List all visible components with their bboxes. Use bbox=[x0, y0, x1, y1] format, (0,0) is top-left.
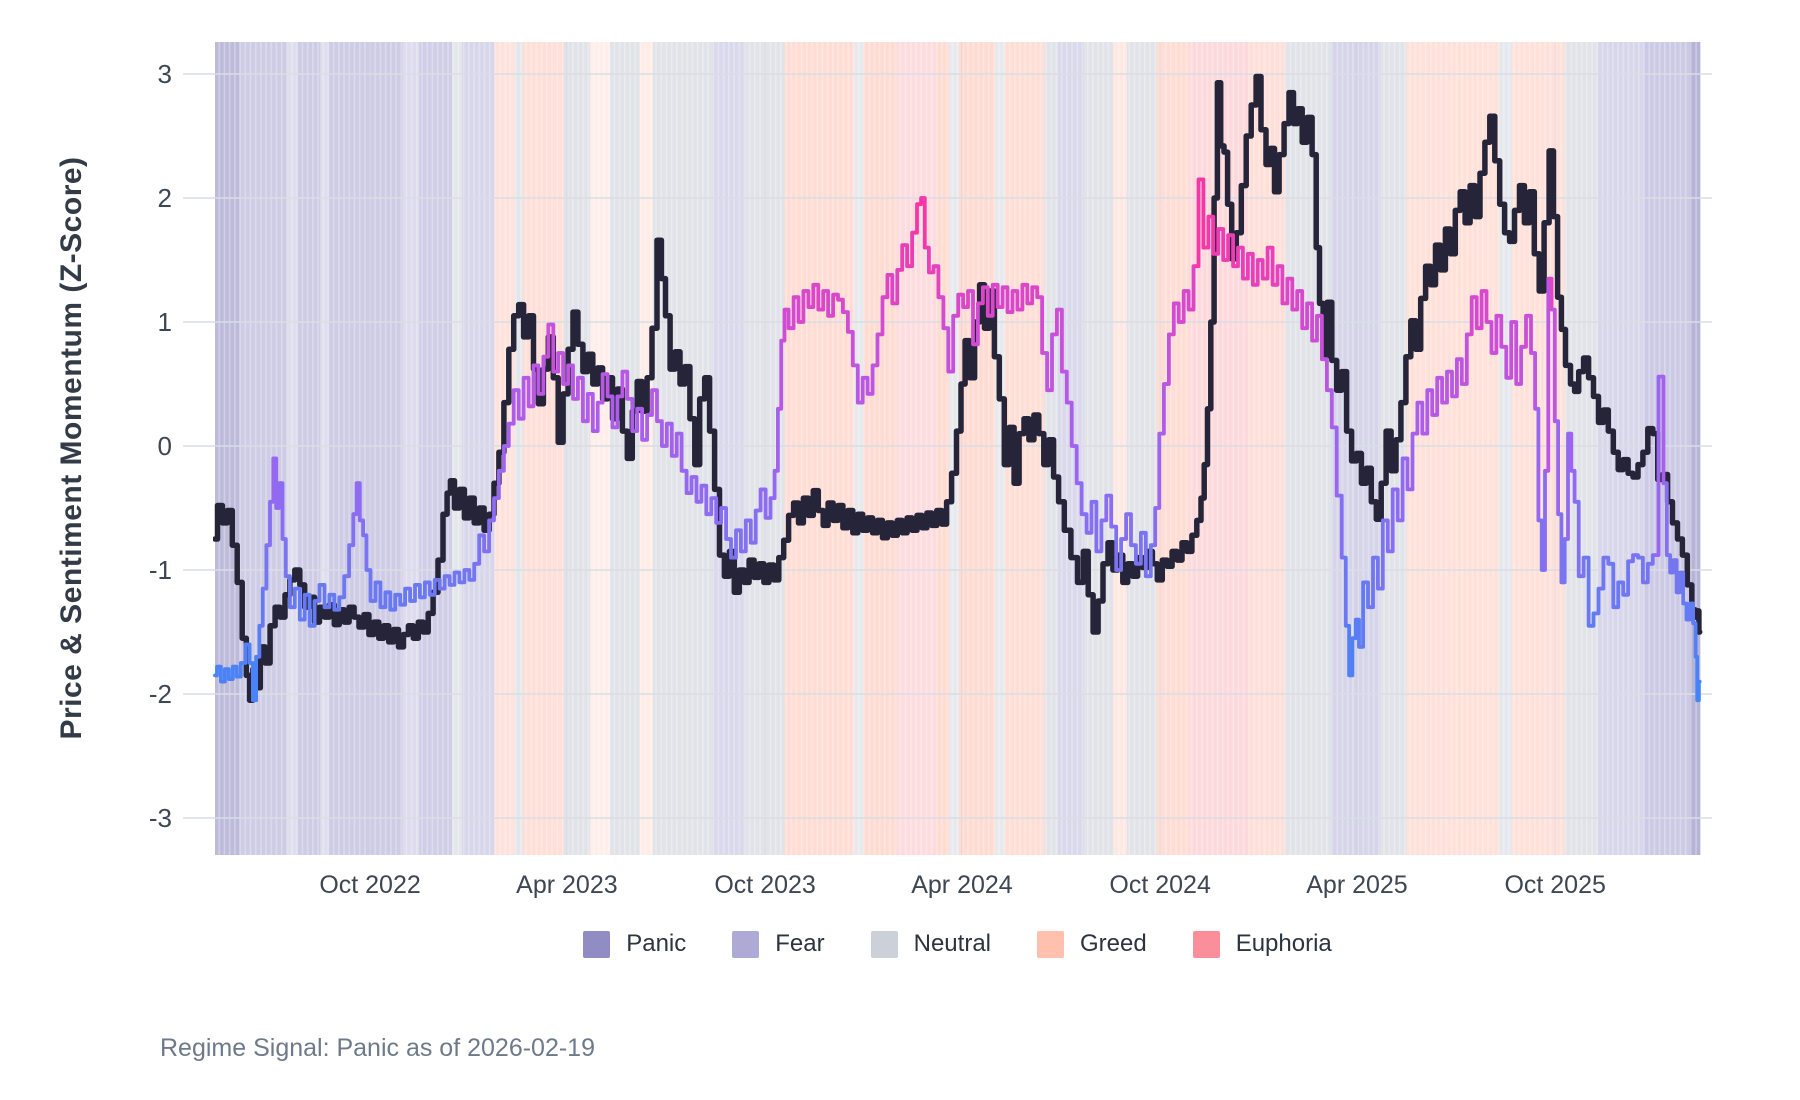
sentiment-momentum-line bbox=[213, 177, 1702, 703]
legend-item-fear[interactable]: Fear bbox=[732, 930, 825, 958]
axis-labels-layer: Oct 2022 Apr 2023 Oct 2023 Apr 2024 Oct 2024… bbox=[149, 59, 1606, 899]
legend-swatch-panic bbox=[583, 930, 611, 958]
legend-item-greed[interactable]: Greed bbox=[1037, 930, 1147, 958]
legend-label: Panic bbox=[626, 930, 687, 957]
legend-label: Euphoria bbox=[1235, 930, 1332, 957]
x-tick-label: Oct 2025 bbox=[1504, 871, 1605, 899]
regime-signal-footer: Regime Signal: Panic as of 2026-02-19 bbox=[160, 1034, 595, 1062]
x-tick-label: Oct 2023 bbox=[714, 871, 815, 899]
y-tick-label: 0 bbox=[158, 431, 172, 461]
plot-area[interactable] bbox=[215, 42, 1700, 855]
sentiment-segment bbox=[1696, 679, 1702, 703]
legend-label: Neutral bbox=[913, 930, 991, 957]
y-axis-title: Price & Sentiment Momentum (Z-Score) bbox=[55, 156, 88, 740]
x-tick-label: Apr 2024 bbox=[911, 871, 1013, 899]
legend: Panic Fear Neutral Greed Euphoria bbox=[215, 930, 1700, 958]
y-tick-label: 1 bbox=[158, 307, 172, 337]
regime-bands-layer bbox=[215, 42, 1701, 855]
x-tick-label: Oct 2024 bbox=[1109, 871, 1211, 899]
x-tick-label: Apr 2025 bbox=[1306, 871, 1407, 899]
legend-label: Fear bbox=[775, 930, 825, 957]
x-tick-label: Oct 2022 bbox=[319, 871, 420, 899]
y-tick-label: -1 bbox=[149, 555, 172, 585]
legend-swatch-fear bbox=[732, 930, 760, 958]
legend-item-panic[interactable]: Panic bbox=[583, 930, 686, 958]
legend-item-euphoria[interactable]: Euphoria bbox=[1192, 930, 1332, 958]
y-tick-label: -3 bbox=[149, 803, 172, 833]
y-tick-label: 3 bbox=[158, 59, 172, 89]
x-tick-label: Apr 2023 bbox=[516, 871, 617, 899]
y-tick-label: -2 bbox=[149, 679, 172, 709]
legend-swatch-neutral bbox=[870, 930, 898, 958]
legend-swatch-euphoria bbox=[1192, 930, 1220, 958]
gridlines-layer bbox=[183, 42, 1712, 855]
legend-label: Greed bbox=[1080, 930, 1147, 957]
legend-swatch-greed bbox=[1037, 930, 1064, 958]
y-tick-label: 2 bbox=[158, 183, 172, 213]
legend-item-neutral[interactable]: Neutral bbox=[870, 930, 991, 958]
series-layer bbox=[213, 73, 1703, 703]
